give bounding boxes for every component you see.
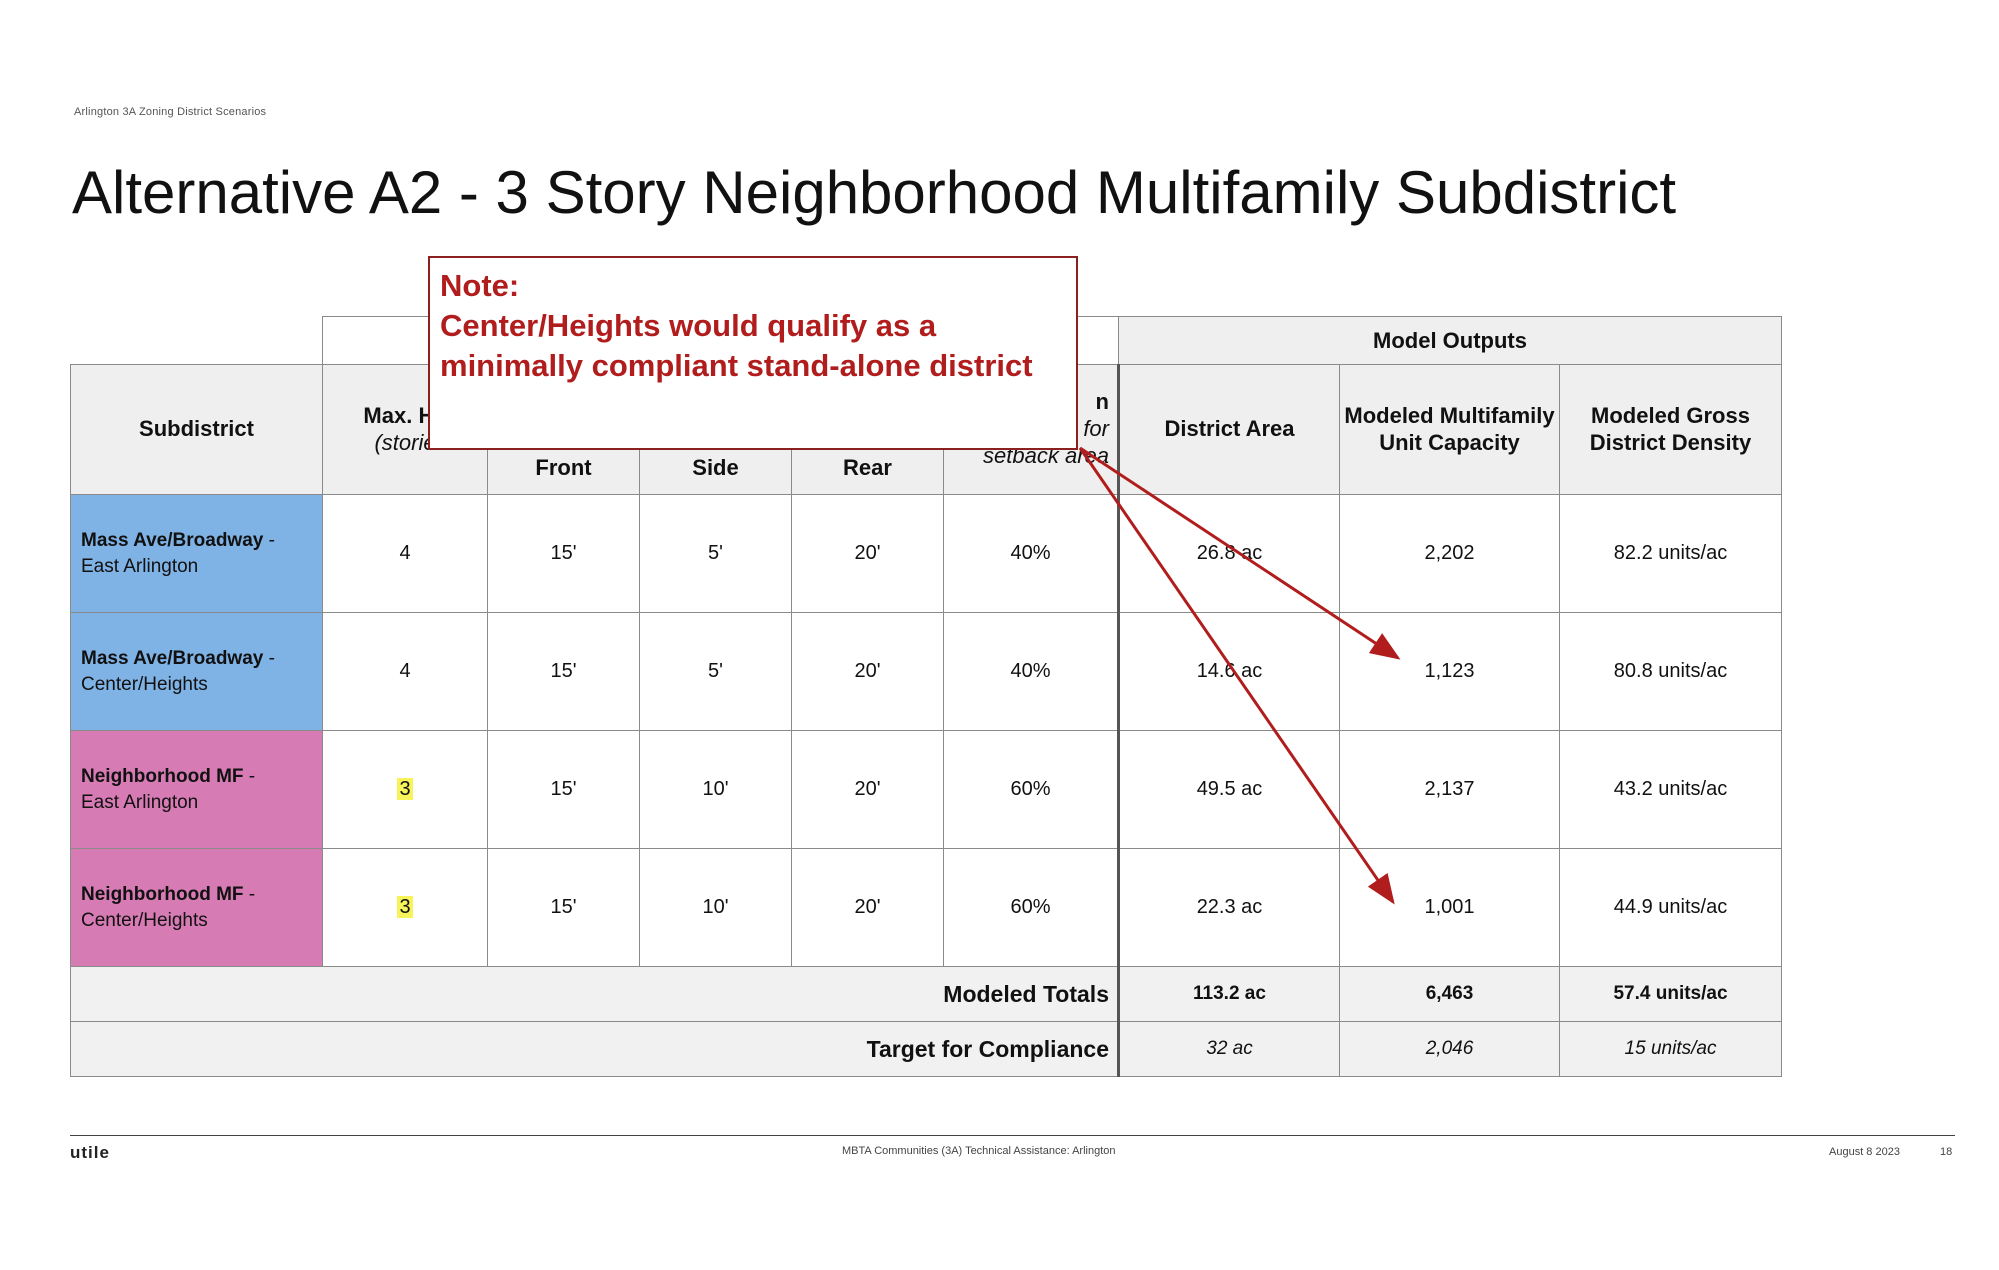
front-cell: 15'	[487, 848, 640, 967]
table-row: Neighborhood MF - Center/Heights 3 15' 1…	[70, 848, 1782, 967]
front-cell: 15'	[487, 730, 640, 849]
subdistrict-name: Mass Ave/Broadway	[81, 529, 264, 551]
subdistrict-suffix: -	[263, 529, 275, 551]
district-area-cell: 26.8 ac	[1117, 494, 1340, 613]
totals-district-area: 113.2 ac	[1117, 966, 1340, 1022]
table-row: Neighborhood MF - East Arlington 3 15' 1…	[70, 730, 1782, 849]
subdistrict-area: Center/Heights	[81, 673, 208, 695]
district-area-cell: 22.3 ac	[1117, 848, 1340, 967]
footer-date: August 8 2023	[1829, 1146, 1900, 1158]
coverage-cell: 40%	[943, 494, 1119, 613]
coverage-cell: 60%	[943, 730, 1119, 849]
coverage-cell: 40%	[943, 612, 1119, 731]
totals-label: Modeled Totals	[70, 966, 1119, 1022]
table-row: Mass Ave/Broadway - East Arlington 4 15'…	[70, 494, 1782, 613]
rear-cell: 20'	[791, 730, 944, 849]
note-heading: Note:	[440, 268, 520, 303]
subdistrict-name: Neighborhood MF	[81, 883, 244, 905]
height-highlight: 3	[397, 896, 413, 918]
height-cell: 3	[322, 730, 488, 849]
target-label: Target for Compliance	[70, 1021, 1119, 1077]
subdistrict-area: East Arlington	[81, 791, 199, 813]
table-row: Mass Ave/Broadway - Center/Heights 4 15'…	[70, 612, 1782, 731]
col-unit-capacity: Modeled Multifamily Unit Capacity	[1339, 364, 1560, 495]
density-cell: 43.2 units/ac	[1559, 730, 1782, 849]
model-outputs-header: Model Outputs	[1118, 316, 1782, 365]
page-title: Alternative A2 - 3 Story Neighborhood Mu…	[72, 159, 1677, 226]
rear-cell: 20'	[791, 494, 944, 613]
height-cell: 3	[322, 848, 488, 967]
coverage-cell: 60%	[943, 848, 1119, 967]
density-cell: 82.2 units/ac	[1559, 494, 1782, 613]
target-density: 15 units/ac	[1559, 1021, 1782, 1077]
subdistrict-cell: Neighborhood MF - East Arlington	[70, 730, 323, 849]
note-callout: Note: Center/Heights would qualify as a …	[428, 256, 1078, 450]
district-area-cell: 14.6 ac	[1117, 612, 1340, 731]
footer-logo: utile	[70, 1143, 110, 1162]
target-row: Target for Compliance 32 ac 2,046 15 uni…	[70, 1021, 1782, 1077]
note-line-2: minimally compliant stand-alone district	[440, 348, 1033, 383]
height-cell: 4	[322, 612, 488, 731]
subdistrict-suffix: -	[243, 883, 256, 905]
subdistrict-suffix: -	[243, 765, 256, 787]
units-cell: 2,202	[1339, 494, 1560, 613]
side-cell: 5'	[639, 494, 792, 613]
subdistrict-name: Mass Ave/Broadway	[81, 647, 264, 669]
header-eyebrow: Arlington 3A Zoning District Scenarios	[74, 106, 267, 118]
totals-units: 6,463	[1339, 966, 1560, 1022]
rear-cell: 20'	[791, 848, 944, 967]
subdistrict-suffix: -	[263, 647, 275, 669]
subdistrict-cell: Mass Ave/Broadway - East Arlington	[70, 494, 323, 613]
side-cell: 10'	[639, 848, 792, 967]
front-cell: 15'	[487, 494, 640, 613]
units-cell: 1,001	[1339, 848, 1560, 967]
blank-cell	[71, 317, 323, 365]
rear-cell: 20'	[791, 612, 944, 731]
col-coverage-fragment: n	[1095, 389, 1109, 415]
units-cell: 1,123	[1339, 612, 1560, 731]
density-cell: 44.9 units/ac	[1559, 848, 1782, 967]
subdistrict-area: Center/Heights	[81, 909, 208, 931]
side-cell: 5'	[639, 612, 792, 731]
col-max-height-unit: (storie	[374, 429, 436, 455]
subdistrict-area: East Arlington	[81, 555, 199, 577]
subdistrict-cell: Neighborhood MF - Center/Heights	[70, 848, 323, 967]
units-cell: 2,137	[1339, 730, 1560, 849]
front-cell: 15'	[487, 612, 640, 731]
target-district-area: 32 ac	[1117, 1021, 1340, 1077]
zoning-table: Model Outputs Subdistrict Max. He (stori…	[70, 316, 1782, 1077]
density-cell: 80.8 units/ac	[1559, 612, 1782, 731]
col-subdistrict: Subdistrict	[70, 364, 323, 495]
subdistrict-name: Neighborhood MF	[81, 765, 244, 787]
col-coverage-note-a: for	[1083, 416, 1109, 442]
note-line-1: Center/Heights would qualify as a	[440, 308, 937, 343]
footer-divider	[70, 1135, 1955, 1136]
col-district-area: District Area	[1117, 364, 1340, 495]
district-area-cell: 49.5 ac	[1117, 730, 1340, 849]
subdistrict-cell: Mass Ave/Broadway - Center/Heights	[70, 612, 323, 731]
target-units: 2,046	[1339, 1021, 1560, 1077]
totals-density: 57.4 units/ac	[1559, 966, 1782, 1022]
footer-program: MBTA Communities (3A) Technical Assistan…	[842, 1145, 1116, 1157]
height-highlight: 3	[397, 778, 413, 800]
page-number: 18	[1940, 1146, 1953, 1158]
height-cell: 4	[322, 494, 488, 613]
totals-row: Modeled Totals 113.2 ac 6,463 57.4 units…	[70, 966, 1782, 1022]
side-cell: 10'	[639, 730, 792, 849]
col-gross-density: Modeled Gross District Density	[1559, 364, 1782, 495]
